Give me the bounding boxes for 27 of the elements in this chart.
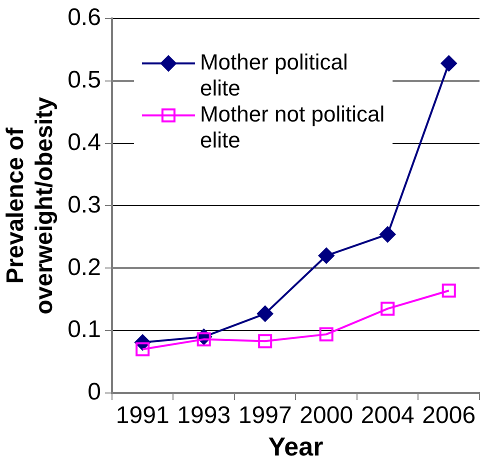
- point: [380, 302, 395, 316]
- point: [257, 306, 274, 322]
- y-axis-title: Prevalence of overweight/obesity: [2, 96, 58, 314]
- legend-label: Mother political elite: [200, 49, 348, 100]
- point: [196, 332, 211, 346]
- y-tick-label: 0.6: [68, 4, 101, 32]
- point: [258, 334, 272, 348]
- x-tick-label: 2006: [422, 402, 476, 430]
- point: [380, 226, 396, 242]
- x-tick-label: 1997: [238, 402, 292, 430]
- point: [318, 248, 334, 264]
- y-tick-label: 0.4: [68, 128, 101, 156]
- y-tick-label: 0.3: [68, 191, 101, 218]
- y-tick-label: 0.2: [68, 254, 101, 281]
- point: [319, 327, 334, 342]
- x-tick-label: 2004: [360, 402, 414, 430]
- x-tick-label: 2000: [300, 402, 354, 430]
- point: [136, 342, 150, 356]
- point: [442, 284, 456, 298]
- x-tick-label: 1991: [116, 402, 170, 430]
- point: [440, 55, 457, 72]
- x-axis-title: Year: [268, 432, 324, 462]
- y-tick-label: 0.5: [68, 66, 101, 94]
- x-tick-label: 1993: [177, 402, 231, 430]
- legend-label: Mother not political elite: [200, 101, 385, 152]
- y-tick-label: 0: [88, 378, 101, 406]
- y-tick-label: 0.1: [68, 316, 101, 344]
